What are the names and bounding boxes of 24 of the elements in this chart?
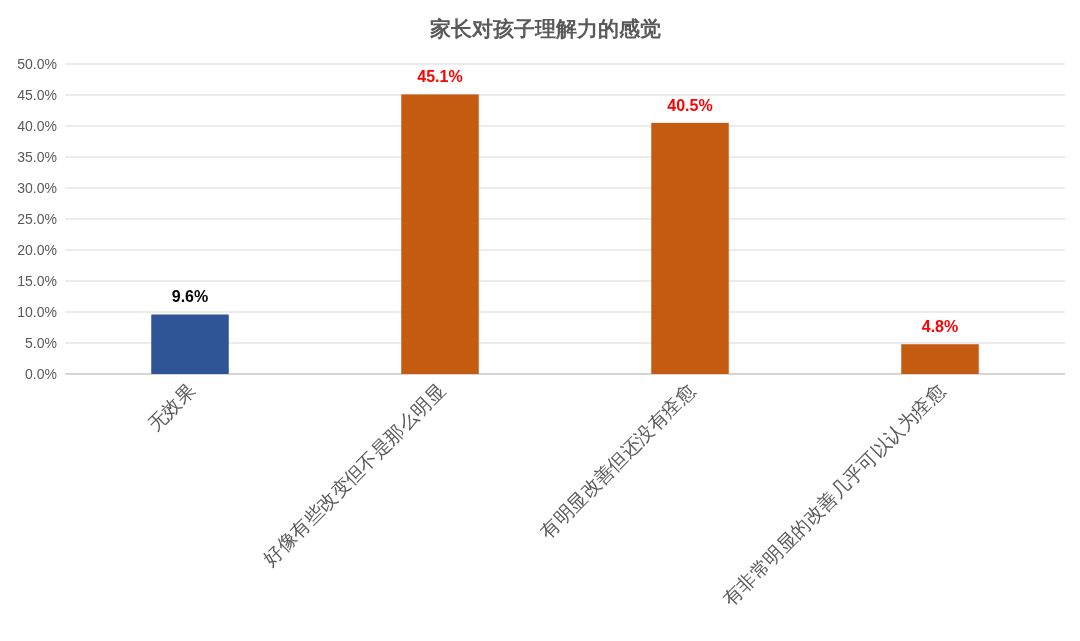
bar [901,344,979,374]
bar [151,314,229,374]
y-tick-label: 20.0% [17,242,57,258]
y-tick-label: 45.0% [17,87,57,103]
bar [401,94,479,374]
y-tick-label: 40.0% [17,118,57,134]
data-label: 45.1% [417,68,463,86]
x-tick-label: 有明显改善但还没有痊愈 [536,379,699,543]
y-tick-label: 15.0% [17,273,57,289]
y-tick-label: 35.0% [17,149,57,165]
x-tick-label: 无效果 [143,379,199,436]
y-tick-label: 50.0% [17,56,57,72]
y-tick-label: 25.0% [17,211,57,227]
x-tick-label: 好像有些改变但不是那么明显 [259,379,449,570]
y-tick-label: 5.0% [25,335,57,351]
data-label: 40.5% [667,96,713,114]
data-label: 9.6% [171,288,209,306]
y-tick-label: 10.0% [17,304,57,320]
y-tick-label: 0.0% [25,366,57,382]
x-tick-label: 有非常明显的改善几乎可以认为痊愈 [719,379,949,610]
data-label: 4.8% [921,318,959,336]
chart-title: 家长对孩子理解力的感觉 [428,17,661,40]
y-tick-label: 30.0% [17,180,57,196]
bar [651,122,729,374]
